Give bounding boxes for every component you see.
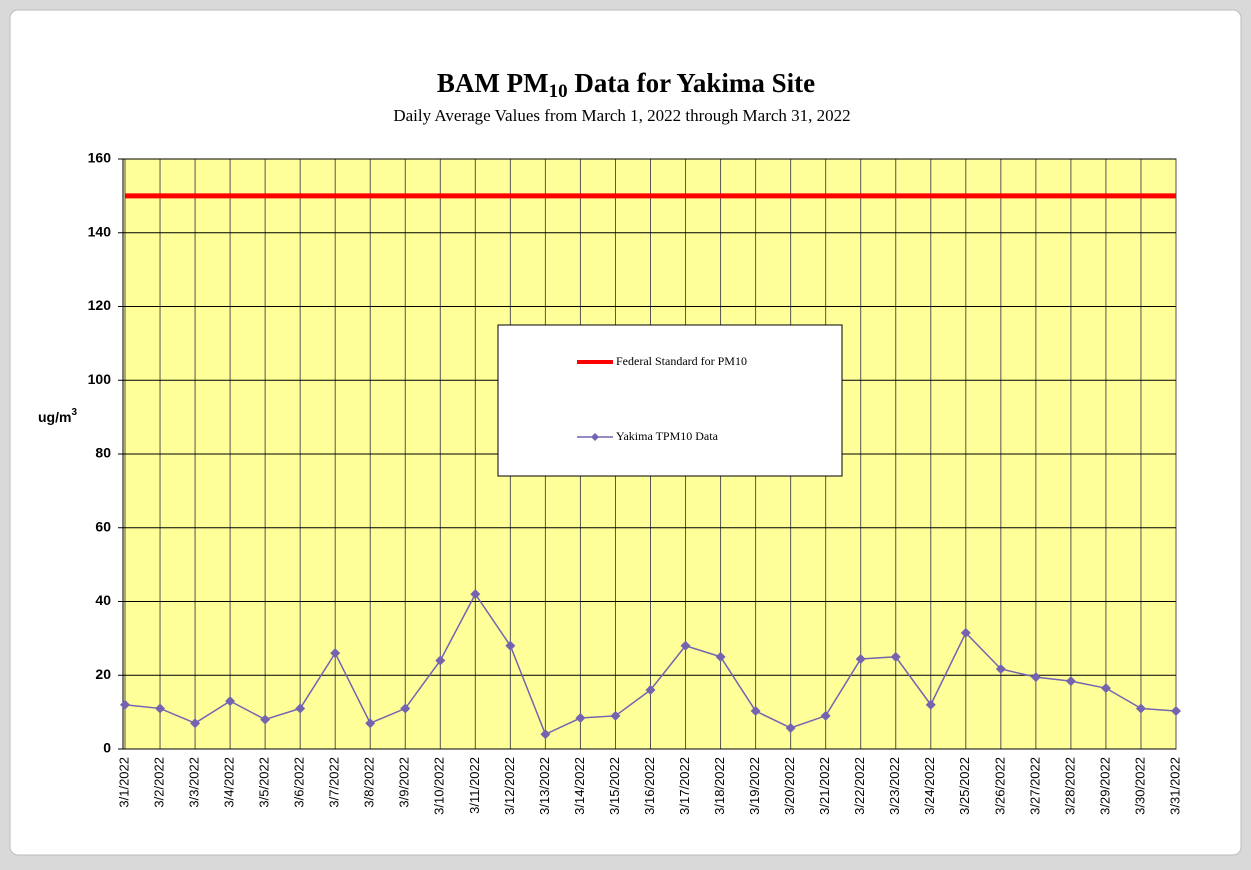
x-tick-label: 3/8/2022 — [362, 757, 377, 808]
y-tick-label: 120 — [88, 297, 112, 313]
x-tick-label: 3/31/2022 — [1167, 757, 1182, 815]
data-point — [1135, 703, 1146, 714]
data-point — [855, 654, 866, 665]
data-point — [1100, 683, 1111, 694]
data-point — [435, 655, 446, 666]
data-point — [330, 648, 341, 659]
x-tick-label: 3/7/2022 — [327, 757, 342, 808]
data-point — [1030, 672, 1041, 683]
data-point — [155, 703, 166, 714]
x-tick-label: 3/24/2022 — [922, 757, 937, 815]
y-axis-label: ug/m3 — [38, 407, 77, 425]
x-tick-label: 3/22/2022 — [852, 757, 867, 815]
data-point — [610, 710, 621, 721]
data-point — [540, 729, 551, 740]
legend-label: Federal Standard for PM10 — [616, 354, 747, 368]
x-tick-label: 3/25/2022 — [957, 757, 972, 815]
legend-label: Yakima TPM10 Data — [616, 429, 719, 443]
x-tick-label: 3/6/2022 — [292, 757, 307, 808]
y-tick-label: 100 — [88, 371, 112, 387]
data-point — [400, 703, 411, 714]
x-tick-label: 3/1/2022 — [116, 757, 131, 808]
y-tick-label: 0 — [103, 740, 111, 756]
y-tick-label: 40 — [95, 592, 111, 608]
data-point — [1171, 706, 1181, 717]
data-point — [225, 696, 236, 707]
x-tick-label: 3/12/2022 — [502, 757, 517, 815]
x-tick-label: 3/28/2022 — [1062, 757, 1077, 815]
chart-subtitle: Daily Average Values from March 1, 2022 … — [393, 106, 850, 125]
x-tick-label: 3/4/2022 — [222, 757, 237, 808]
x-tick-label: 3/19/2022 — [747, 757, 762, 815]
data-point — [365, 718, 376, 729]
data-point — [505, 640, 516, 651]
data-point — [750, 706, 761, 717]
x-tick-label: 3/18/2022 — [712, 757, 727, 815]
data-point — [295, 703, 306, 714]
x-tick-label: 3/11/2022 — [467, 757, 482, 814]
data-point — [715, 651, 726, 662]
data-point — [785, 722, 796, 733]
x-tick-label: 3/3/2022 — [187, 757, 202, 808]
x-tick-label: 3/30/2022 — [1132, 757, 1147, 815]
data-point — [925, 699, 936, 710]
x-tick-label: 3/16/2022 — [642, 757, 657, 815]
x-tick-label: 3/17/2022 — [677, 757, 692, 815]
y-tick-label: 140 — [88, 223, 112, 239]
data-point — [645, 685, 656, 695]
x-tick-label: 3/10/2022 — [432, 757, 447, 815]
data-point — [890, 651, 901, 662]
data-point — [120, 699, 130, 710]
data-point — [820, 710, 831, 721]
x-tick-label: 3/23/2022 — [887, 757, 902, 815]
x-tick-label: 3/27/2022 — [1027, 757, 1042, 815]
x-tick-label: 3/15/2022 — [607, 757, 622, 815]
y-tick-label: 160 — [88, 150, 112, 166]
legend-marker — [591, 433, 599, 441]
data-point — [680, 640, 691, 651]
data-point — [470, 589, 481, 600]
x-tick-label: 3/14/2022 — [572, 757, 587, 815]
data-point — [960, 627, 971, 638]
data-point — [190, 718, 201, 729]
y-tick-label: 80 — [95, 445, 111, 461]
x-tick-label: 3/2/2022 — [151, 757, 166, 808]
data-point — [995, 663, 1006, 674]
data-point — [575, 713, 586, 724]
x-tick-label: 3/5/2022 — [257, 757, 272, 808]
chart-title: BAM PM10 Data for Yakima Site — [437, 68, 815, 102]
data-point — [260, 714, 271, 725]
y-tick-label: 60 — [95, 518, 111, 534]
x-tick-label: 3/9/2022 — [397, 757, 412, 808]
y-tick-label: 20 — [95, 666, 111, 682]
data-point — [1065, 676, 1076, 687]
x-tick-label: 3/20/2022 — [782, 757, 797, 815]
x-tick-label: 3/21/2022 — [817, 757, 832, 815]
legend — [497, 324, 843, 477]
x-tick-label: 3/13/2022 — [537, 757, 552, 815]
x-tick-label: 3/26/2022 — [992, 757, 1007, 815]
x-tick-label: 3/29/2022 — [1097, 757, 1112, 815]
